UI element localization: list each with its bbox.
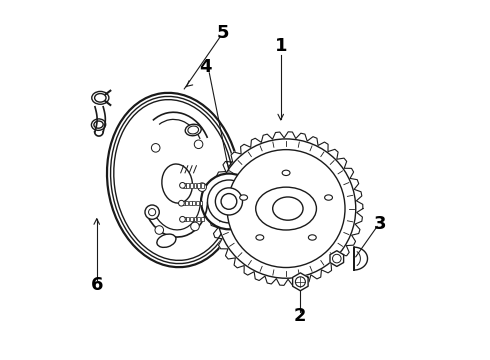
Bar	[199, 201, 202, 205]
Ellipse shape	[308, 235, 316, 240]
Circle shape	[155, 226, 164, 234]
Polygon shape	[330, 251, 343, 266]
Circle shape	[207, 180, 250, 223]
Bar	[194, 217, 196, 221]
Ellipse shape	[111, 96, 237, 264]
Bar	[186, 183, 189, 188]
Ellipse shape	[185, 124, 201, 136]
Ellipse shape	[107, 93, 240, 267]
Bar	[186, 217, 189, 221]
Circle shape	[191, 222, 199, 231]
Ellipse shape	[114, 100, 233, 260]
Ellipse shape	[256, 235, 264, 240]
Bar	[183, 217, 186, 221]
Bar	[196, 201, 199, 205]
Circle shape	[194, 140, 203, 149]
Ellipse shape	[162, 164, 193, 203]
Text: 4: 4	[199, 58, 212, 76]
Text: 1: 1	[274, 37, 287, 55]
Circle shape	[178, 201, 184, 206]
Circle shape	[151, 144, 160, 152]
Bar	[193, 201, 196, 205]
Bar	[182, 201, 185, 205]
Bar	[201, 183, 203, 188]
Ellipse shape	[94, 121, 103, 128]
Circle shape	[333, 254, 341, 263]
Ellipse shape	[157, 234, 176, 247]
Bar	[197, 217, 200, 221]
Polygon shape	[354, 247, 368, 270]
Circle shape	[221, 194, 237, 209]
Text: 3: 3	[374, 215, 386, 233]
Bar	[183, 183, 186, 188]
Bar	[190, 217, 193, 221]
Ellipse shape	[324, 195, 333, 200]
Text: 2: 2	[294, 307, 307, 325]
Text: 5: 5	[217, 24, 229, 42]
Bar	[201, 217, 203, 221]
Bar	[185, 201, 188, 205]
Ellipse shape	[92, 119, 106, 130]
Circle shape	[180, 183, 185, 188]
Circle shape	[180, 216, 185, 222]
Text: 6: 6	[91, 276, 103, 294]
Ellipse shape	[256, 187, 317, 230]
Ellipse shape	[188, 126, 198, 134]
Ellipse shape	[240, 195, 247, 200]
Polygon shape	[209, 132, 363, 285]
Ellipse shape	[95, 94, 106, 102]
Circle shape	[295, 277, 305, 287]
Polygon shape	[293, 273, 308, 291]
Bar	[189, 201, 192, 205]
Circle shape	[148, 208, 156, 216]
Circle shape	[201, 174, 257, 229]
Circle shape	[217, 139, 356, 278]
Bar	[190, 183, 193, 188]
Bar	[194, 183, 196, 188]
Circle shape	[215, 188, 243, 215]
Ellipse shape	[272, 197, 303, 220]
Ellipse shape	[282, 170, 290, 176]
Circle shape	[145, 205, 159, 219]
Ellipse shape	[92, 91, 109, 104]
Circle shape	[227, 150, 345, 267]
Bar	[197, 183, 200, 188]
Circle shape	[198, 183, 206, 192]
